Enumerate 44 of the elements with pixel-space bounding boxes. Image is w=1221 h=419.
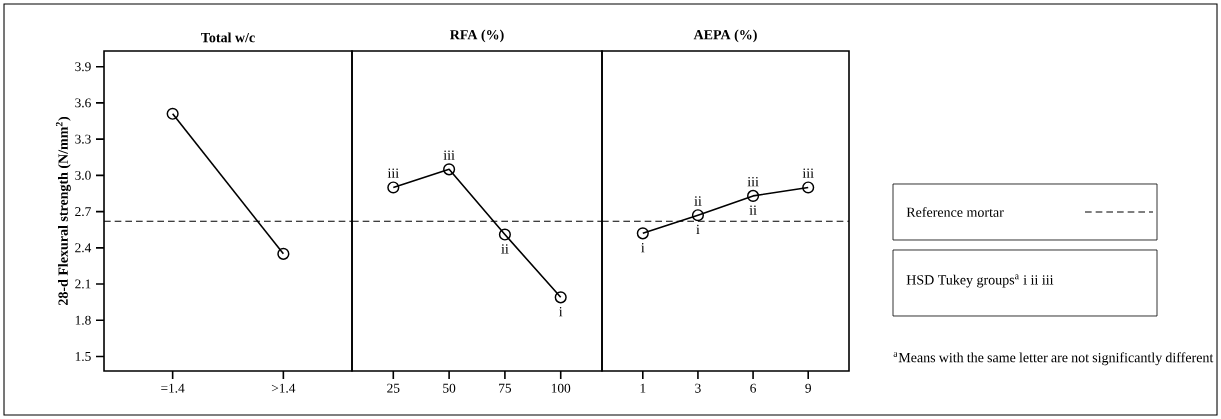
- annotation: iii: [747, 177, 759, 187]
- text: HSD Tukey groups$^{a}$ i ii iii: [906, 274, 1054, 288]
- point: [636, 227, 649, 240]
- y-tick-label: 3.3: [75, 134, 91, 144]
- point: [691, 209, 705, 222]
- ref-line-label: Reference mortar: [906, 207, 1004, 218]
- y-tick-label: 1.5: [75, 352, 91, 361]
- x-tick-label: =1.4: [161, 383, 185, 393]
- point: [747, 189, 760, 202]
- x-tick-label: 9: [805, 383, 811, 393]
- y-tick-label: 2.7: [75, 207, 91, 217]
- annotation: i: [559, 306, 563, 317]
- x-tick-label: 25: [387, 383, 400, 393]
- y-tick-label: 2.1: [75, 279, 91, 289]
- chart-title: RFA (%): [449, 29, 504, 43]
- annotation: iii: [802, 168, 814, 178]
- x-tick-label: 50: [443, 383, 456, 393]
- annotation: ii: [501, 244, 509, 254]
- y-tick-label: 1.8: [75, 315, 91, 325]
- chart-title: AEPA (%): [693, 29, 757, 43]
- text: $^{a}$Means with the same letter are not significantly different: [893, 352, 1214, 366]
- annotation: ii: [694, 196, 702, 206]
- x-tick-label: 1: [640, 383, 646, 393]
- y-tick-label: 3.6: [75, 98, 91, 108]
- y-tick-label: 3.0: [75, 170, 91, 180]
- point: [387, 181, 400, 194]
- x-tick-label: 3: [695, 383, 701, 393]
- x-tick-label: >1.4: [271, 383, 296, 393]
- annotation: i: [641, 242, 645, 253]
- x-tick-label: 100: [551, 383, 571, 393]
- annotation: iii: [443, 150, 455, 160]
- point: [498, 228, 511, 241]
- x-tick-label: 6: [750, 383, 757, 393]
- x-tick-label: 75: [499, 383, 512, 393]
- y-tick-label: 2.4: [75, 243, 92, 253]
- y-axis-title: 28-d Flexural strength (N/mm$^{2}$): [55, 117, 71, 306]
- annotation: ii: [749, 205, 757, 215]
- point: [443, 163, 456, 176]
- annotation: iii: [387, 168, 399, 178]
- point: [802, 181, 815, 194]
- chart-title: Total w/c: [201, 32, 255, 43]
- point: [554, 291, 567, 304]
- y-tick-label: 3.9: [75, 62, 91, 72]
- annotation: i: [696, 224, 700, 235]
